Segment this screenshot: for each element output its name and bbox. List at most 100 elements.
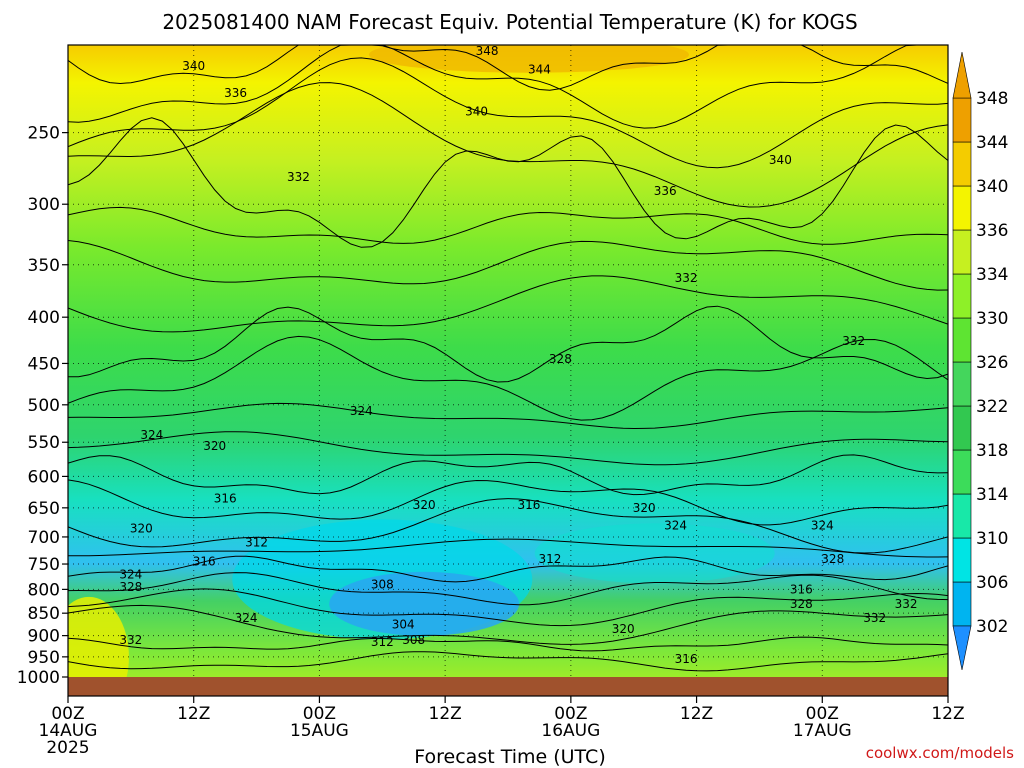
time-tick-label: 00Z [303, 704, 336, 724]
contour-line [68, 604, 948, 645]
pressure-tick-label: 850 [28, 604, 60, 624]
contour-label: 304 [392, 618, 415, 632]
colorbar-segment [952, 317, 972, 363]
contour-label: 312 [538, 552, 561, 566]
contour-label: 332 [287, 170, 310, 184]
colorbar-label: 310 [976, 529, 1008, 549]
plot-frame [67, 44, 949, 697]
contour-label: 332 [119, 633, 142, 647]
colorbar-label: 336 [976, 221, 1008, 241]
contour-line [68, 45, 948, 129]
time-tick-label: 14AUG [39, 721, 98, 741]
upper-warm-region [369, 45, 689, 73]
pressure-tick-label: 400 [28, 308, 60, 328]
contour-line [68, 240, 948, 291]
contour-line [68, 335, 948, 421]
pressure-tick-label: 350 [28, 256, 60, 276]
contour-label: 328 [549, 352, 572, 366]
contour-label: 316 [517, 498, 540, 512]
contour-label: 332 [842, 334, 865, 348]
contour-line [68, 275, 948, 333]
colorbar-label: 318 [976, 441, 1008, 461]
pressure-tick-label: 300 [28, 195, 60, 215]
pressure-tick-label: 500 [28, 396, 60, 416]
colorbar-label: 344 [976, 133, 1008, 153]
contour-line [68, 45, 948, 91]
colorbar-segment [952, 405, 972, 451]
time-tick-label: 12Z [931, 704, 964, 724]
pressure-tick-label: 900 [28, 627, 60, 647]
time-tick-label: 00Z [51, 704, 84, 724]
plot-area: 3483443403363403403323363323323283243243… [68, 45, 948, 677]
pressure-tick-label: 600 [28, 467, 60, 487]
pressure-tick-label: 250 [28, 124, 60, 144]
contour-line [68, 538, 948, 558]
time-tick-label: 12Z [429, 704, 462, 724]
colorbar: 302 306 310 314 318 322 326 330 334 336 340 344 348 [952, 51, 1008, 671]
colorbar-bottom-arrow [952, 625, 972, 671]
cool-region [534, 523, 775, 584]
contour-label: 336 [224, 86, 247, 100]
colorbar-label: 314 [976, 485, 1008, 505]
field-features [68, 45, 775, 677]
pressure-tick-label: 800 [28, 580, 60, 600]
pressure-tick-label: 650 [28, 499, 60, 519]
colorbar-label: 334 [976, 265, 1008, 285]
x-axis-label: Forecast Time (UTC) [414, 746, 605, 768]
pressure-tick-label: 950 [28, 648, 60, 668]
contour-label: 320 [130, 521, 153, 535]
pressure-tick-label: 1000 [17, 668, 60, 688]
chart-title: 2025081400 NAM Forecast Equiv. Potential… [162, 10, 857, 34]
contour-label: 312 [371, 635, 394, 649]
pressure-tick-label: 700 [28, 528, 60, 548]
contour-label: 320 [612, 622, 635, 636]
time-tick-label: 00Z [806, 704, 839, 724]
colorbar-segment [952, 537, 972, 583]
time-tick-label: 12Z [680, 704, 713, 724]
time-tick-label: 16AUG [541, 721, 600, 741]
contour-line [68, 498, 948, 554]
ground-below-surface [68, 677, 948, 696]
contour-label: 324 [350, 404, 373, 418]
pressure-tick-label: 450 [28, 354, 60, 374]
contour-label: 332 [895, 597, 918, 611]
colorbar-label: 302 [976, 617, 1008, 637]
contour-label: 316 [214, 492, 237, 506]
contour-label: 332 [863, 611, 886, 625]
colorbar-segment [952, 97, 972, 143]
contour-line [68, 572, 948, 606]
colorbar-segment [952, 229, 972, 275]
time-tick-label: 17AUG [793, 721, 852, 741]
contour-label: 324 [235, 611, 258, 625]
contour-label: 320 [203, 439, 226, 453]
contour-line [68, 57, 948, 169]
contour-label: 340 [769, 153, 792, 167]
contour-label: 332 [675, 271, 698, 285]
contour-label: 320 [413, 498, 436, 512]
contour-label: 320 [633, 501, 656, 515]
colorbar-label: 330 [976, 309, 1008, 329]
contour-line [68, 555, 948, 583]
contour-label: 340 [465, 105, 488, 119]
contour-label: 316 [790, 582, 813, 596]
contour-labels: 3483443403363403403323363323323283243243… [119, 45, 918, 666]
colorbar-label: 322 [976, 397, 1008, 417]
contour-line [68, 206, 948, 245]
contour-label: 340 [182, 59, 205, 73]
contour-label: 308 [402, 633, 425, 647]
colorbar-label: 348 [976, 89, 1008, 109]
contour-line [68, 651, 948, 672]
colorbar-label: 340 [976, 177, 1008, 197]
contour-label: 328 [790, 597, 813, 611]
colorbar-label: 306 [976, 573, 1008, 593]
pressure-tick-label: 750 [28, 555, 60, 575]
contour-label: 324 [140, 428, 163, 442]
colorbar-segment [952, 273, 972, 319]
contour-lines [68, 45, 948, 672]
contour-label: 336 [654, 184, 677, 198]
contour-label: 308 [371, 577, 394, 591]
time-tick-label: 15AUG [290, 721, 349, 741]
contour-label: 324 [664, 519, 687, 533]
contour-line [68, 479, 948, 526]
